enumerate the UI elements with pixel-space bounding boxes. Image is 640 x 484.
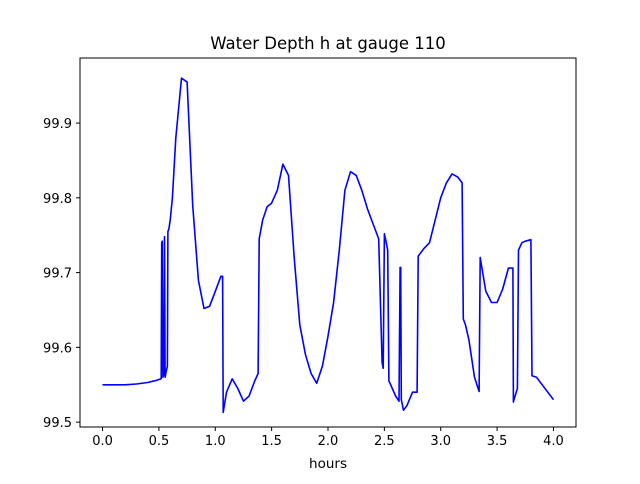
series-layer: [102, 77, 555, 414]
x-tick-label: 0.0: [92, 434, 113, 449]
chart-title: Water Depth h at gauge 110: [210, 34, 445, 53]
x-tick-label: 3.0: [430, 434, 451, 449]
x-tick-label: 2.0: [318, 434, 339, 449]
y-tick-label: 99.6: [43, 341, 72, 356]
x-tick-label: 1.5: [261, 434, 282, 449]
y-axis: 99.5 99.6 99.7 99.8 99.9: [43, 117, 80, 431]
x-tick-label: 2.5: [374, 434, 395, 449]
x-tick-label: 3.5: [487, 434, 508, 449]
x-tick-label: 0.5: [149, 434, 170, 449]
series-line: [102, 77, 555, 414]
y-tick-label: 99.8: [43, 192, 72, 207]
x-axis: 0.0 0.5 1.0 1.5 2.0 2.5 3.0 3.5 4.0: [92, 427, 564, 449]
x-tick-label: 4.0: [543, 434, 564, 449]
y-tick-label: 99.9: [43, 117, 72, 132]
y-tick-label: 99.7: [43, 267, 72, 282]
y-tick-label: 99.5: [43, 416, 72, 431]
x-tick-label: 1.0: [205, 434, 226, 449]
x-axis-label: hours: [309, 456, 347, 472]
